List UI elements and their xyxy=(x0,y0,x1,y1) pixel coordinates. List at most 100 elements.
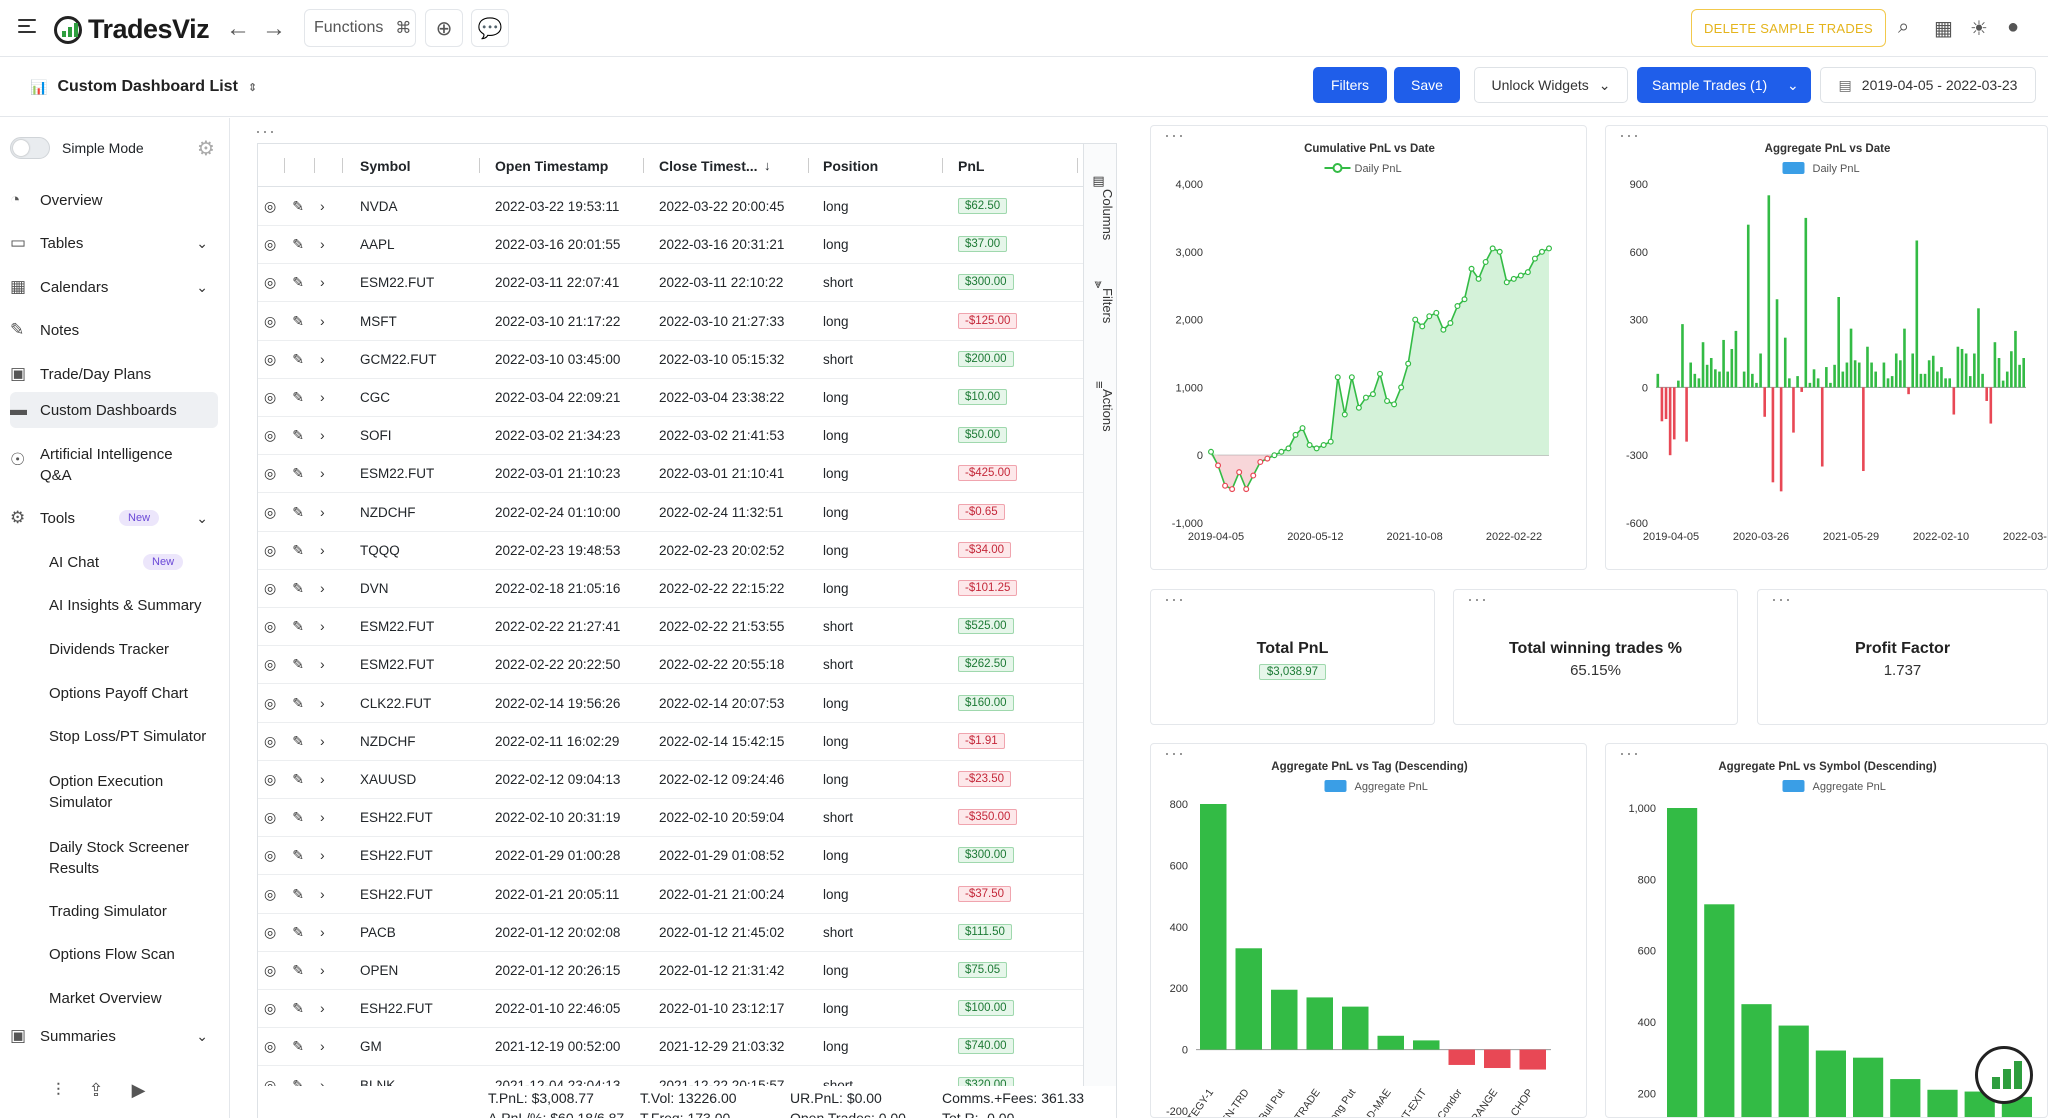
sidebar-item-tools[interactable]: ⚙ Tools New ⌄ xyxy=(10,500,218,536)
table-row[interactable]: ◎ ✎ › ESM22.FUT 2022-02-22 21:27:41 2022-02-2… xyxy=(258,608,1083,647)
edit-icon[interactable]: ✎ xyxy=(292,923,304,940)
sidebar-item-options-payoff-chart[interactable]: Options Payoff Chart xyxy=(49,675,218,711)
cell-symbol[interactable]: ESM22.FUT xyxy=(360,619,435,635)
widget-menu-icon[interactable]: ··· xyxy=(1771,589,1792,609)
sidebar-item-option-execution-simulator[interactable]: Option Execution Simulator xyxy=(49,770,218,814)
widget-menu-icon[interactable]: ··· xyxy=(255,121,276,141)
expand-chevron-icon[interactable]: › xyxy=(319,771,325,787)
table-actions-tab[interactable]: ≡ Table Actions xyxy=(1092,381,1116,431)
cell-symbol[interactable]: AAPL xyxy=(360,237,395,253)
delete-sample-trades-button[interactable]: DELETE SAMPLE TRADES xyxy=(1691,9,1886,47)
target-icon[interactable]: ◎ xyxy=(264,1000,277,1017)
target-icon[interactable]: ◎ xyxy=(264,274,277,291)
edit-icon[interactable]: ✎ xyxy=(292,809,304,826)
cell-symbol[interactable]: DVN xyxy=(360,581,389,596)
expand-chevron-icon[interactable]: › xyxy=(319,198,325,214)
expand-chevron-icon[interactable]: › xyxy=(319,465,325,482)
table-row[interactable]: ◎ ✎ › TQQQ 2022-02-23 19:48:53 2022-02-23 20:… xyxy=(258,532,1083,570)
expand-chevron-icon[interactable]: › xyxy=(319,427,325,444)
cell-symbol[interactable]: GCM22.FUT xyxy=(360,351,437,367)
expand-chevron-icon[interactable]: › xyxy=(319,1038,325,1055)
sample-trades-dropdown[interactable]: Sample Trades (1) ⌄ xyxy=(1637,67,1811,103)
cell-symbol[interactable]: CGC xyxy=(360,390,390,405)
edit-icon[interactable]: ✎ xyxy=(292,198,304,214)
expand-chevron-icon[interactable]: › xyxy=(319,236,325,253)
table-row[interactable]: ◎ ✎ › NVDA 2022-03-22 19:53:11 2022-03-22 20:… xyxy=(258,188,1083,226)
sidebar-item-market-overview[interactable]: Market Overview xyxy=(49,980,218,1016)
upload-icon[interactable]: ⇪ xyxy=(88,1080,104,1100)
expand-chevron-icon[interactable]: › xyxy=(319,618,325,635)
cell-symbol[interactable]: XAUUSD xyxy=(360,772,417,787)
cell-symbol[interactable]: GM xyxy=(360,1039,382,1055)
expand-chevron-icon[interactable]: › xyxy=(319,1076,325,1093)
theme-toggle-icon[interactable]: ☀ xyxy=(1970,18,1988,40)
edit-icon[interactable]: ✎ xyxy=(292,1000,304,1017)
target-icon[interactable]: ◎ xyxy=(264,503,277,520)
apps-grid-icon[interactable]: ▦ xyxy=(1934,18,1953,40)
expand-chevron-icon[interactable]: › xyxy=(319,1000,325,1017)
target-icon[interactable]: ◎ xyxy=(264,198,277,214)
expand-chevron-icon[interactable]: › xyxy=(319,962,325,978)
edit-icon[interactable]: ✎ xyxy=(292,350,304,367)
table-row[interactable]: ◎ ✎ › ESM22.FUT 2022-03-11 22:07:41 2022-03-1… xyxy=(258,264,1083,303)
cell-symbol[interactable]: CLK22.FUT xyxy=(360,695,432,711)
cell-symbol[interactable]: MSFT xyxy=(360,313,397,329)
target-icon[interactable]: ◎ xyxy=(264,923,277,940)
sidebar-item-trade-day-plans[interactable]: ▣ Trade/Day Plans xyxy=(10,356,218,392)
widget-menu-icon[interactable]: ··· xyxy=(1164,125,1185,145)
tradesviz-assistant-button[interactable] xyxy=(1975,1046,2033,1104)
table-row[interactable]: ◎ ✎ › ESM22.FUT 2022-02-22 20:22:50 2022-02-2… xyxy=(258,646,1083,685)
cell-symbol[interactable]: NZDCHF xyxy=(360,733,416,749)
target-icon[interactable]: ◎ xyxy=(264,618,277,635)
save-button[interactable]: Save xyxy=(1394,67,1460,103)
edit-icon[interactable]: ✎ xyxy=(292,427,304,444)
target-icon[interactable]: ◎ xyxy=(264,962,277,978)
forward-arrow-icon[interactable]: → xyxy=(262,15,286,42)
edit-icon[interactable]: ✎ xyxy=(292,694,304,711)
edit-icon[interactable]: ✎ xyxy=(292,274,304,291)
cell-symbol[interactable]: ESH22.FUT xyxy=(360,810,433,826)
target-icon[interactable]: ◎ xyxy=(264,541,277,558)
target-icon[interactable]: ◎ xyxy=(264,580,277,596)
expand-chevron-icon[interactable]: › xyxy=(319,732,325,749)
cell-symbol[interactable]: ESM22.FUT xyxy=(360,466,435,482)
expand-chevron-icon[interactable]: › xyxy=(319,923,325,940)
widget-menu-icon[interactable]: ··· xyxy=(1619,125,1640,145)
sidebar-item-dividends-tracker[interactable]: Dividends Tracker xyxy=(49,631,218,667)
cell-symbol[interactable]: SOFI xyxy=(360,428,392,444)
table-row[interactable]: ◎ ✎ › SOFI 2022-03-02 21:34:23 2022-03-02 21:… xyxy=(258,417,1083,456)
custom-dashboard-list-dropdown[interactable]: 📊 Custom Dashboard List ⇕ xyxy=(30,78,257,96)
target-icon[interactable]: ◎ xyxy=(264,656,277,673)
expand-chevron-icon[interactable]: › xyxy=(319,580,325,596)
edit-icon[interactable]: ✎ xyxy=(292,580,304,596)
expand-chevron-icon[interactable]: › xyxy=(319,541,325,558)
table-row[interactable]: ◎ ✎ › PACB 2022-01-12 20:02:08 2022-01-12 21:… xyxy=(258,914,1083,952)
youtube-icon[interactable]: ▶ xyxy=(131,1080,146,1100)
search-icon[interactable]: ⌕ xyxy=(1898,16,1910,38)
functions-button[interactable]: Functions ⌘ xyxy=(304,9,416,47)
column-header-open-timestamp[interactable]: Open Timestamp xyxy=(495,158,609,174)
add-button[interactable]: ⊕ xyxy=(425,9,463,47)
cell-symbol[interactable]: ESM22.FUT xyxy=(360,275,435,291)
target-icon[interactable]: ◎ xyxy=(264,389,277,405)
table-row[interactable]: ◎ ✎ › ESH22.FUT 2022-01-21 20:05:11 2022-01-2… xyxy=(258,876,1083,914)
target-icon[interactable]: ◎ xyxy=(264,312,277,329)
widget-menu-icon[interactable]: ··· xyxy=(1164,589,1185,609)
sidebar-item-summaries[interactable]: ▣ Summaries ⌄ xyxy=(10,1026,218,1046)
edit-icon[interactable]: ✎ xyxy=(292,1038,304,1055)
sidebar-item-ai-qa[interactable]: ☉ Artificial Intelligence Q&A xyxy=(10,444,218,488)
table-row[interactable]: ◎ ✎ › GM 2021-12-19 00:52:00 2021-12-29 21:03… xyxy=(258,1028,1083,1067)
column-header-position[interactable]: Position xyxy=(823,158,879,174)
cell-symbol[interactable]: ESH22.FUT xyxy=(360,848,433,864)
columns-tab[interactable]: ▤ Columns xyxy=(1092,174,1115,241)
sidebar-item-overview[interactable]: ◔ Overview xyxy=(10,182,218,218)
cell-symbol[interactable]: OPEN xyxy=(360,963,399,978)
edit-icon[interactable]: ✎ xyxy=(292,503,304,520)
edit-icon[interactable]: ✎ xyxy=(292,236,304,253)
target-icon[interactable]: ◎ xyxy=(264,732,277,749)
sidebar-item-stop-loss-simulator[interactable]: Stop Loss/PT Simulator xyxy=(49,718,218,754)
target-icon[interactable]: ◎ xyxy=(264,809,277,826)
target-icon[interactable]: ◎ xyxy=(264,465,277,482)
edit-icon[interactable]: ✎ xyxy=(292,541,304,558)
sidebar-item-notes[interactable]: ✎ Notes xyxy=(10,312,218,348)
